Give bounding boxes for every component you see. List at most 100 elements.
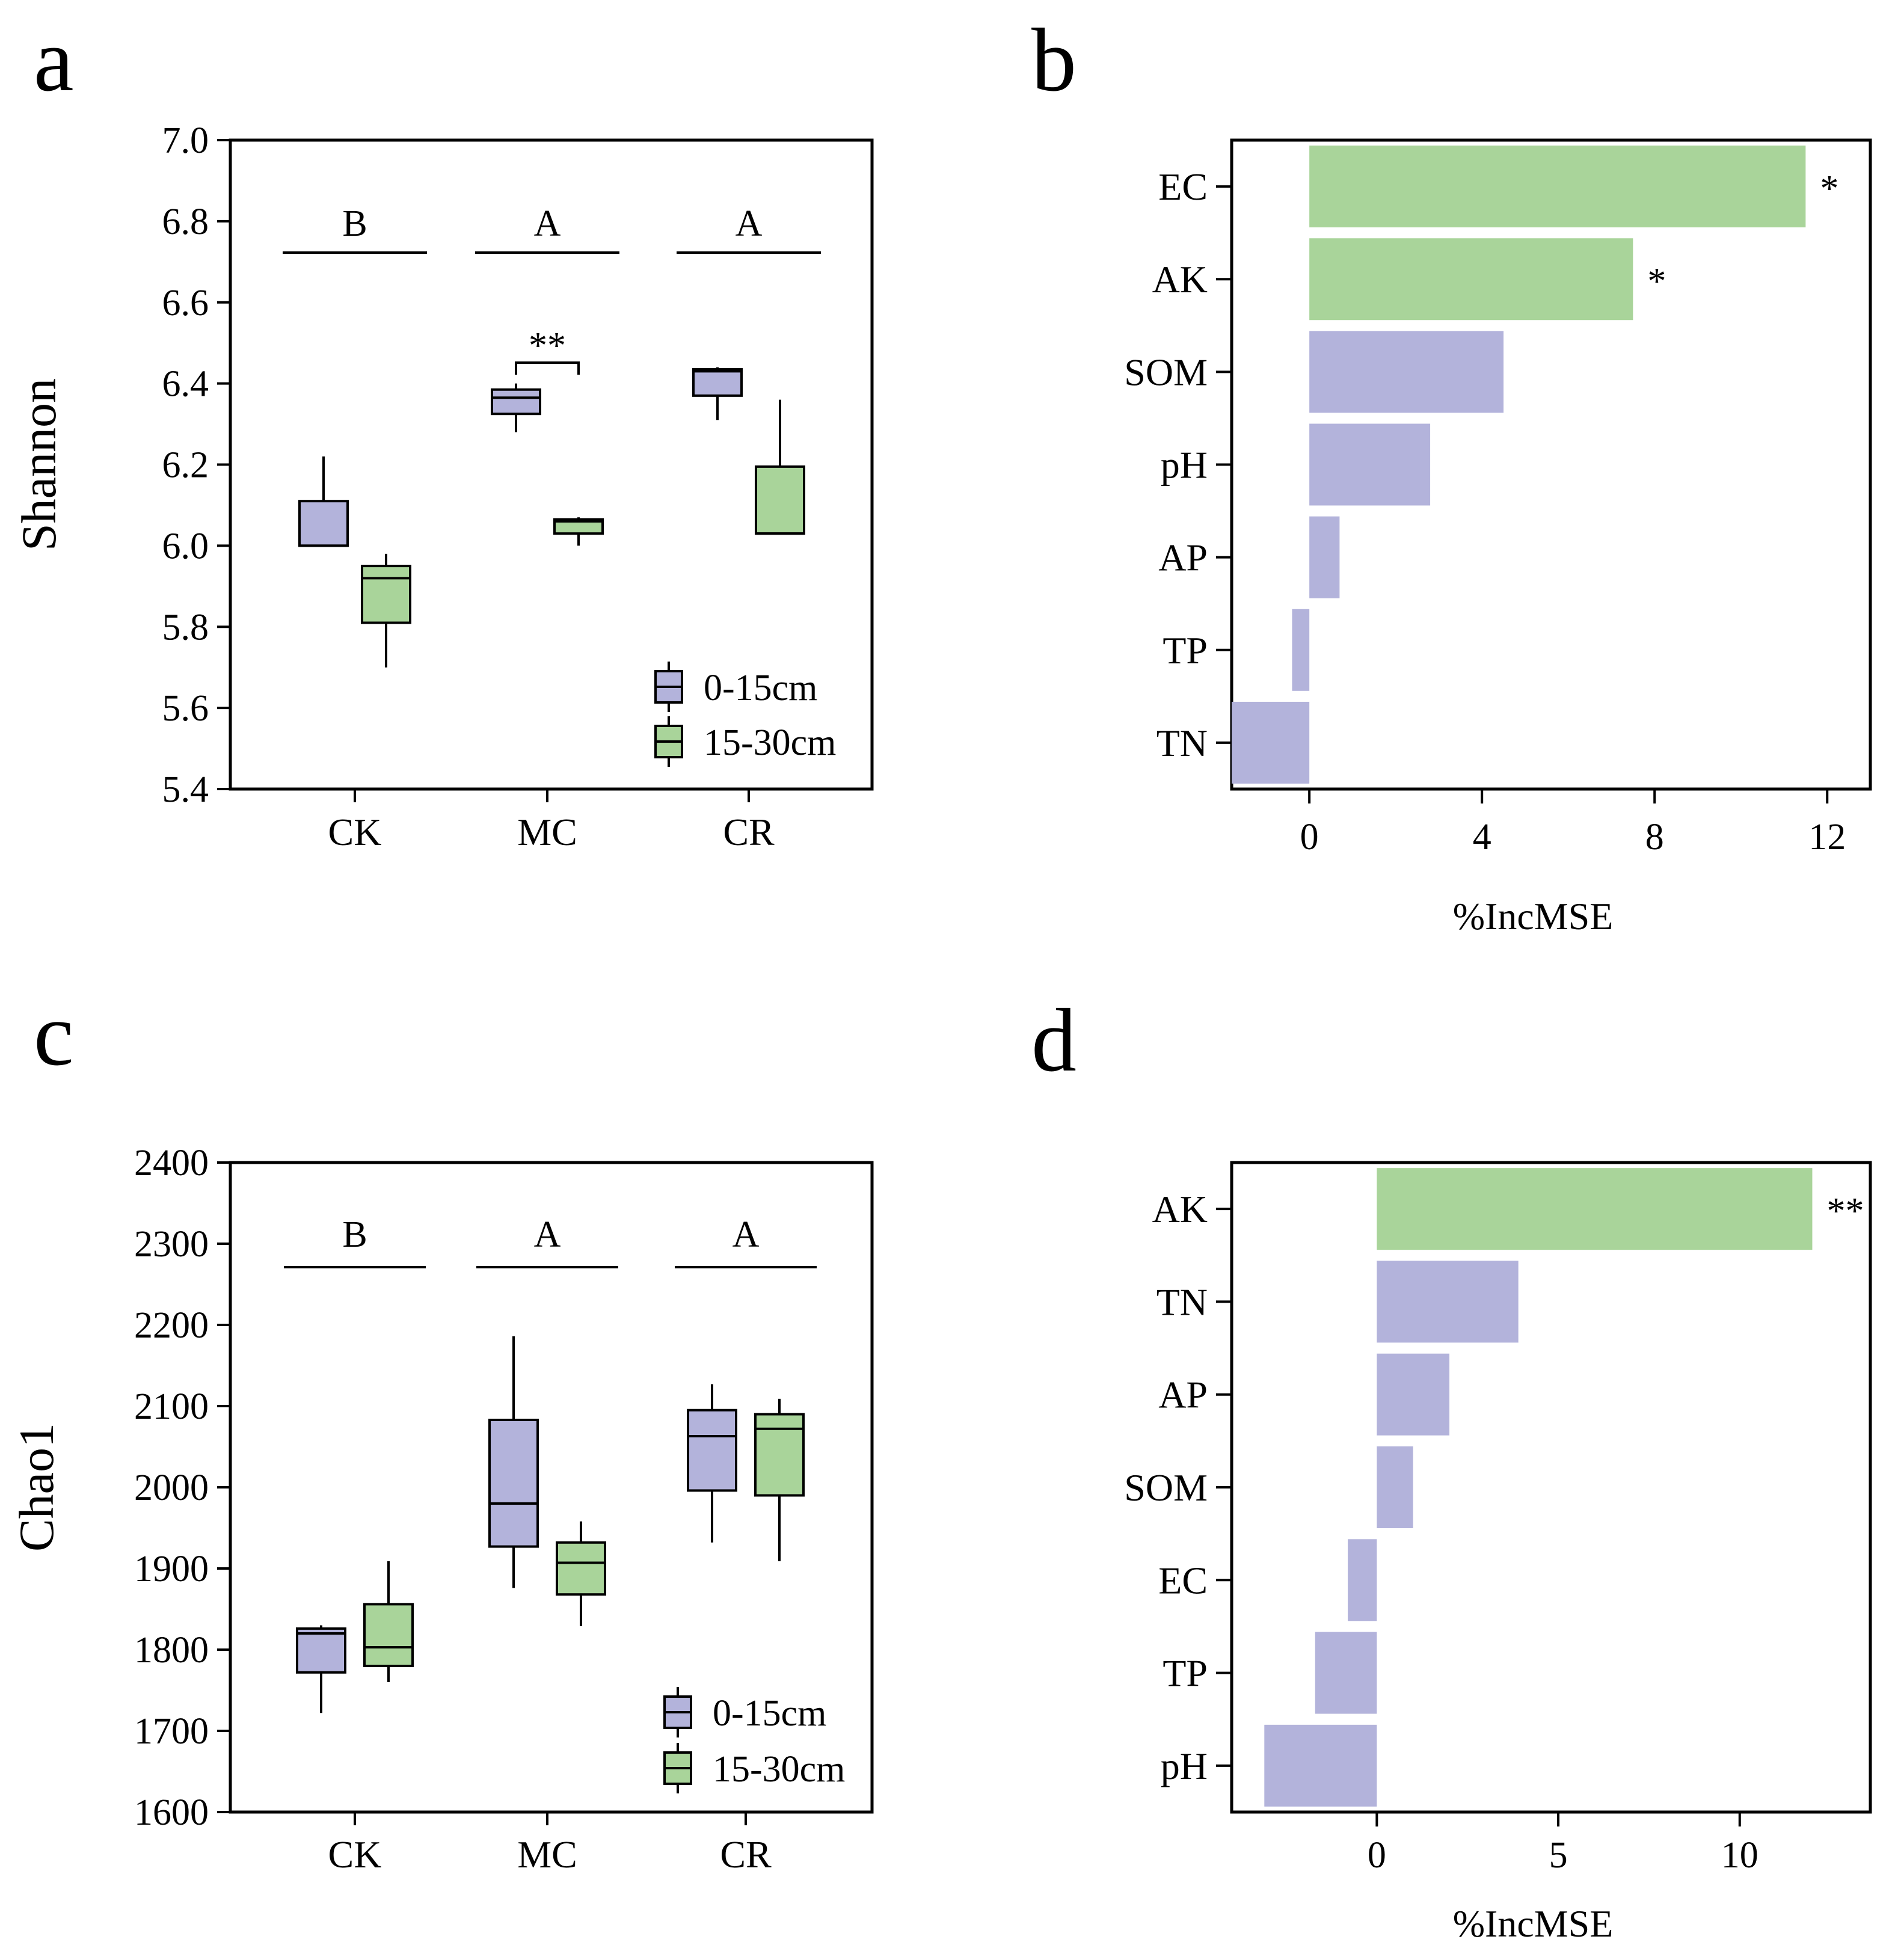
variable-label: EC [1158, 165, 1208, 208]
variable-label: SOM [1124, 1466, 1208, 1509]
y-tick-label: 6.6 [162, 283, 209, 324]
box-15-30cm-CK [361, 553, 411, 668]
variable-label: TN [1156, 1280, 1208, 1323]
legend-item: 0-15cm [663, 1687, 826, 1737]
legend-label: 15-30cm [713, 1749, 845, 1790]
y-tick-label: 6.0 [162, 526, 209, 567]
panel-letter-d: d [1031, 991, 1077, 1090]
x-tick-label: MC [517, 1833, 577, 1876]
variable-label: AK [1152, 1188, 1208, 1230]
importance-bar [1309, 331, 1504, 413]
x-tick-label: 0 [1300, 817, 1319, 858]
chao1-boxplot: 2400 2300 2200 2100 2000 1900 1800 1700 1600 Chao… [9, 1143, 874, 1876]
importance-bar [1377, 1168, 1813, 1250]
y-tick-label: 6.2 [162, 445, 209, 486]
y-tick-label: 5.8 [162, 607, 209, 648]
x-tick-label: MC [517, 811, 577, 853]
x-tick-label: CR [723, 811, 775, 853]
box-body [363, 1603, 414, 1667]
legend-item: 15-30cm [654, 716, 836, 767]
box-0-15cm-MC [491, 383, 541, 432]
importance-bar [1309, 238, 1633, 321]
group-letter: B [342, 1214, 367, 1255]
legend-label: 0-15cm [713, 1693, 826, 1734]
y-tick-label: 1600 [134, 1792, 209, 1833]
importance-bar [1264, 1724, 1377, 1807]
y-axis-title: Shannon [11, 378, 66, 551]
chao1-importance-barplot: AK ** TN AP SOM EC TP pH 0 5 10 %IncMSE [1124, 1161, 1872, 1945]
variable-label: EC [1158, 1559, 1208, 1602]
x-tick-label: 8 [1645, 817, 1664, 858]
box-0-15cm-CK [296, 1625, 346, 1713]
importance-bar [1377, 1446, 1413, 1528]
box-15-30cm-CK [363, 1561, 414, 1682]
box-15-30cm-MC [556, 1521, 606, 1626]
y-tick-label: 1700 [134, 1711, 209, 1752]
y-tick-label: 2200 [134, 1305, 209, 1346]
variable-label: AP [1158, 536, 1208, 579]
importance-bar [1309, 516, 1340, 598]
y-tick-label: 6.8 [162, 201, 209, 242]
group-letter: A [736, 203, 763, 244]
plot-frame [1230, 1161, 1872, 1814]
box-body [754, 1413, 805, 1497]
y-tick-label: 1900 [134, 1549, 209, 1590]
x-axis-title: %IncMSE [1453, 895, 1614, 938]
importance-bar [1309, 423, 1431, 506]
importance-bar [1232, 701, 1310, 784]
group-letter: A [733, 1214, 760, 1255]
importance-bar [1377, 1353, 1450, 1436]
variable-label: TP [1163, 1652, 1208, 1695]
variable-label: TP [1163, 629, 1208, 672]
panel-letter-a: a [34, 10, 74, 110]
box-15-30cm-MC [553, 517, 604, 546]
box-body [361, 565, 411, 624]
significance-star: * [1647, 261, 1666, 302]
box-body [553, 518, 604, 535]
panel-letter-c: c [34, 985, 74, 1084]
box-body [298, 500, 349, 547]
x-tick-label: 12 [1808, 817, 1846, 858]
variable-label: AP [1158, 1374, 1208, 1416]
group-letter: B [342, 203, 367, 244]
importance-bar [1377, 1261, 1519, 1343]
box-0-15cm-MC [488, 1336, 539, 1588]
legend-label: 0-15cm [704, 668, 817, 708]
variable-label: pH [1161, 444, 1208, 487]
x-tick-label: CR [720, 1833, 772, 1876]
x-tick-label: CK [328, 1833, 382, 1876]
y-axis-title: Chao1 [9, 1423, 64, 1552]
x-axis-title: %IncMSE [1453, 1902, 1614, 1945]
x-tick-label: 0 [1368, 1835, 1386, 1876]
box-15-30cm-CR [754, 1398, 805, 1561]
x-tick-label: 4 [1473, 817, 1491, 858]
box-0-15cm-CR [692, 367, 743, 420]
significance-star: ** [1826, 1191, 1864, 1232]
legend-label: 15-30cm [704, 722, 836, 763]
importance-bar [1348, 1539, 1377, 1621]
shannon-boxplot: 7.0 6.8 6.6 6.4 6.2 6.0 5.8 5.6 5.4 Shannon CK MC CR… [11, 120, 874, 853]
y-tick-label: 1800 [134, 1630, 209, 1671]
importance-bar [1309, 146, 1806, 228]
variable-label: SOM [1124, 351, 1208, 393]
variable-label: AK [1152, 258, 1208, 301]
significance-star: * [1820, 168, 1838, 209]
group-letter: A [534, 203, 561, 244]
box-15-30cm-CR [755, 399, 805, 535]
box-body [755, 465, 805, 535]
importance-bar [1292, 609, 1310, 691]
y-tick-label: 2000 [134, 1467, 209, 1508]
y-tick-label: 2400 [134, 1143, 209, 1184]
variable-label: TN [1156, 722, 1208, 764]
variable-label: pH [1161, 1745, 1208, 1787]
box-body [556, 1541, 606, 1596]
importance-bar [1315, 1632, 1377, 1714]
y-tick-label: 6.4 [162, 364, 209, 405]
x-tick-label: 5 [1549, 1835, 1568, 1876]
y-tick-label: 2100 [134, 1386, 209, 1427]
box-body [488, 1418, 539, 1548]
significance-label: ** [529, 325, 566, 366]
legend-item: 0-15cm [654, 662, 817, 712]
y-tick-label: 5.4 [162, 769, 209, 810]
